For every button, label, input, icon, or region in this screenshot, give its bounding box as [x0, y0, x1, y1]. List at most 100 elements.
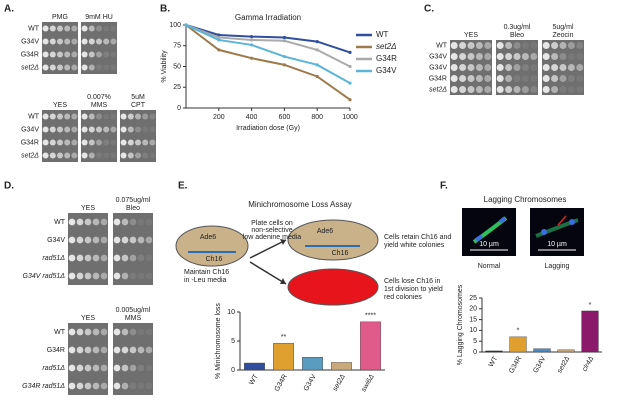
spot [530, 75, 538, 82]
column-header: Bleo [510, 32, 524, 39]
spot [84, 218, 92, 226]
point [315, 48, 319, 52]
panel-label: F. [440, 181, 448, 192]
spot [92, 272, 100, 280]
spot [496, 86, 504, 93]
spot [57, 139, 63, 146]
spot [76, 364, 84, 372]
column-header: MMS [91, 102, 108, 109]
spot [81, 152, 88, 159]
spot [103, 152, 110, 159]
spot [459, 86, 467, 93]
row-label: G34V [21, 38, 39, 45]
spot [542, 42, 550, 49]
spot [505, 64, 513, 71]
spot [567, 75, 575, 82]
spot [129, 328, 137, 336]
bar [331, 362, 352, 371]
spot [100, 236, 108, 244]
point [250, 38, 254, 42]
spot [129, 382, 137, 390]
column-header: YES [81, 205, 95, 212]
column-header: 0.3ug/ml [504, 24, 531, 31]
spot [110, 64, 117, 71]
spot [100, 272, 108, 280]
panel-label: E. [178, 181, 188, 192]
point [250, 56, 254, 60]
point [282, 39, 286, 43]
spot [551, 86, 559, 93]
y-tick-label: 15 [469, 316, 477, 323]
point [250, 43, 254, 47]
spot [467, 75, 475, 82]
spot [137, 382, 145, 390]
spot [57, 126, 63, 133]
point [217, 33, 221, 37]
spot [576, 75, 584, 82]
diagram-text: 1st division to yield [384, 286, 443, 293]
spot [84, 382, 92, 390]
spot [129, 218, 137, 226]
spot [96, 139, 102, 146]
spot [121, 272, 129, 280]
diagram-text: Maintain Ch16 [184, 269, 229, 276]
row-label: set2Δ [21, 152, 39, 159]
spot [459, 75, 467, 82]
spot [64, 152, 71, 159]
spot [92, 382, 100, 390]
panel-label: C. [424, 4, 434, 15]
spot [137, 328, 145, 336]
spot [542, 75, 550, 82]
row-label: WT [28, 113, 40, 120]
spot [129, 364, 137, 372]
spot [84, 236, 92, 244]
y-tick-label: 50 [173, 63, 181, 70]
plate [81, 22, 117, 74]
micrograph [530, 208, 584, 256]
spot [576, 64, 584, 71]
spot [496, 53, 504, 60]
scale-label: 10 µm [547, 241, 567, 248]
panel-label: D. [4, 181, 14, 192]
y-tick-label: 5 [473, 338, 477, 345]
red-colony [287, 268, 379, 306]
point [348, 64, 352, 69]
x-tick-label: clr4Δ [581, 355, 595, 373]
point [315, 74, 319, 79]
row-label: WT [28, 25, 40, 32]
spot [71, 152, 78, 159]
arrow-head [280, 278, 286, 284]
spot [113, 364, 121, 372]
row-label: WT [436, 42, 448, 49]
spot [521, 42, 529, 49]
row-label: G34R [21, 51, 39, 58]
spot [42, 64, 49, 71]
significance: ** [281, 334, 287, 341]
spot [92, 346, 100, 354]
spot [145, 218, 153, 226]
spot [110, 139, 117, 146]
image-label: Normal [478, 263, 501, 270]
spot [120, 113, 127, 120]
panel-title: Minichromosome Loss Assay [248, 200, 352, 209]
x-tick-label: G34R [274, 373, 289, 392]
x-tick-label: set2Δ [332, 373, 347, 392]
spot [145, 236, 153, 244]
spot [110, 126, 117, 133]
pointer-arrow [557, 215, 567, 226]
spot [84, 364, 92, 372]
spot [559, 42, 567, 49]
x-tick-label: G34V [532, 355, 547, 374]
spot [81, 139, 88, 146]
spot [113, 382, 121, 390]
spot [110, 51, 117, 58]
spot [71, 126, 78, 133]
spot [57, 51, 63, 58]
legend-label: G34R [376, 54, 397, 63]
column-header: 5uM [131, 94, 145, 101]
spot [121, 236, 129, 244]
row-label: G34R rad51Δ [22, 383, 65, 390]
spot [559, 86, 567, 93]
panel-label: A. [4, 4, 14, 15]
bar [360, 321, 381, 371]
